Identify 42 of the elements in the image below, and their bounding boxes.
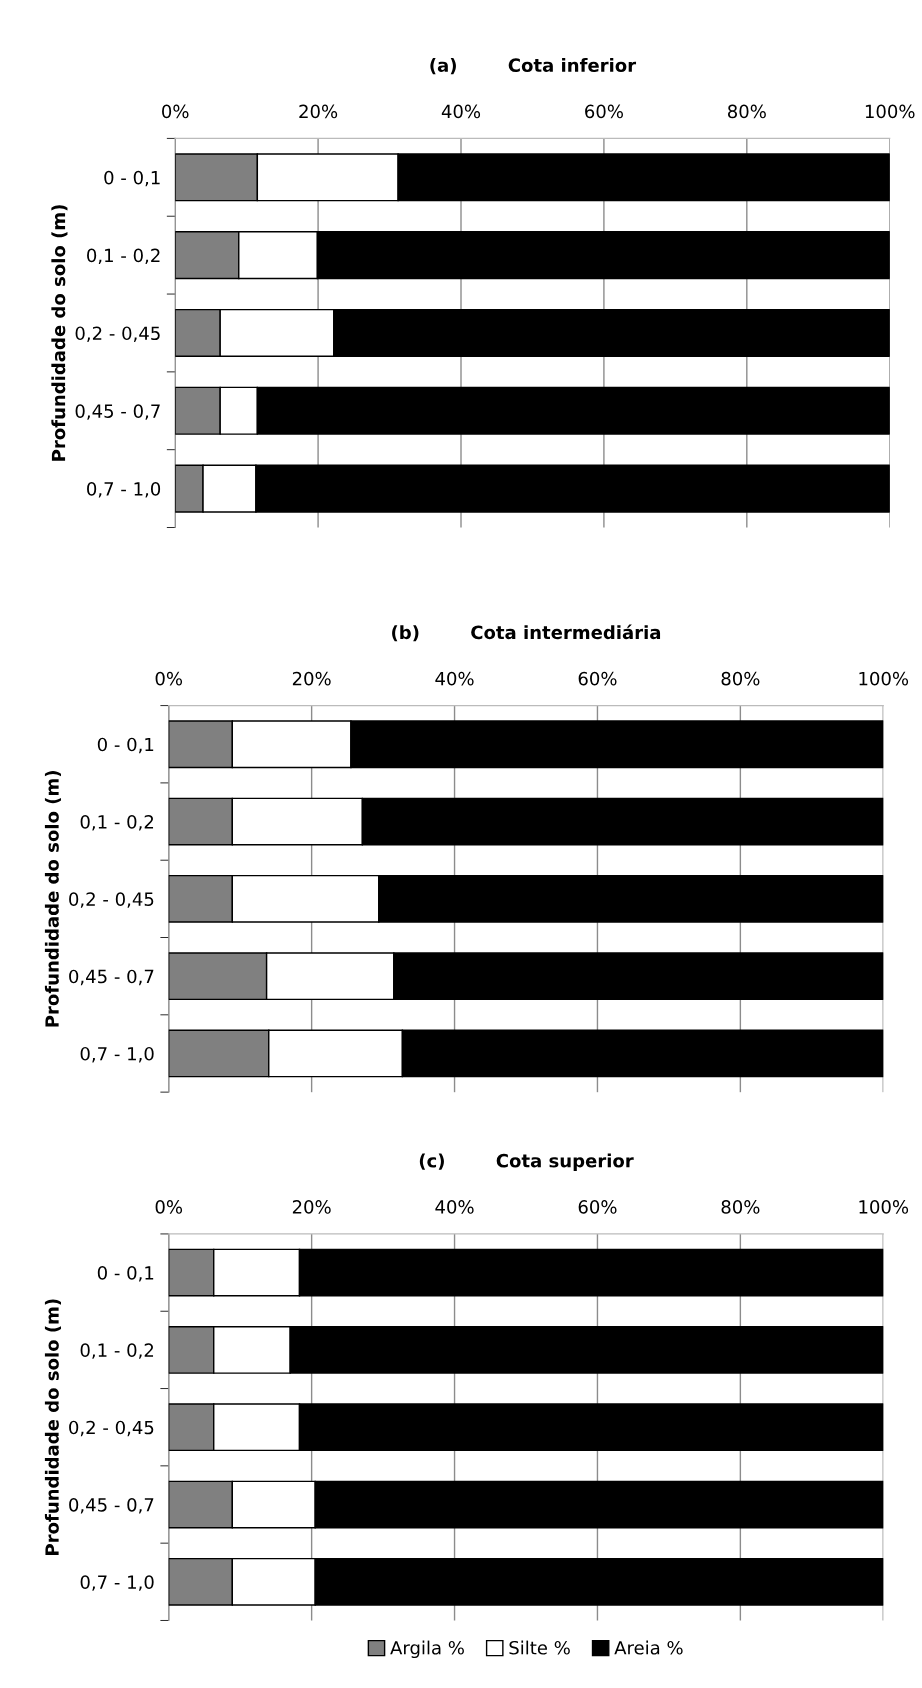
y-tick-label: 0,2 - 0,45 [75, 326, 160, 342]
y-tick-label: 0,45 - 0,7 [75, 404, 160, 420]
x-tick-label: 20% [292, 1200, 331, 1214]
y-tick-label: 0,45 - 0,7 [69, 969, 154, 986]
y-tick-label: 0 - 0,1 [97, 1266, 154, 1282]
x-tick-label: 40% [435, 1200, 474, 1214]
y-tick-label: 0,7 - 1,0 [87, 482, 161, 498]
x-tick-label: 20% [292, 671, 331, 686]
x-tick-label: 80% [727, 104, 766, 119]
x-tick-label: 60% [578, 1200, 617, 1214]
y-tick-label: 0,1 - 0,2 [80, 815, 154, 831]
y-tick-label: 0 - 0,1 [97, 737, 154, 754]
x-tick-label: 100% [859, 1200, 909, 1214]
x-tick-label: 20% [299, 104, 338, 119]
y-tick-label: 0,1 - 0,2 [87, 248, 160, 265]
y-tick-label: 0,45 - 0,7 [69, 1497, 154, 1514]
x-tick-label: 80% [721, 671, 760, 686]
chart-title: (a) Cota inferior [430, 58, 637, 75]
x-tick-label: 0% [155, 1200, 183, 1214]
x-tick-label: 80% [721, 1200, 760, 1214]
x-tick-label: 0% [162, 104, 189, 119]
x-tick-label: 40% [441, 104, 481, 119]
chart-title: (b) Cota intermediária [392, 624, 661, 642]
x-tick-label: 100% [865, 104, 915, 119]
y-tick-label: 0,7 - 1,0 [80, 1046, 154, 1063]
y-tick-label: 0,1 - 0,2 [80, 1343, 154, 1359]
y-tick-label: 0,2 - 0,45 [69, 892, 154, 908]
x-tick-label: 60% [578, 671, 617, 686]
chart-title: (c) Cota superior [419, 1153, 634, 1172]
y-axis-title: Profundidade do solo (m) [51, 205, 68, 461]
legend-label: Silte % [509, 1640, 570, 1655]
y-tick-label: 0,2 - 0,45 [69, 1420, 154, 1437]
y-tick-label: 0,7 - 1,0 [80, 1575, 154, 1591]
legend-label: Areia % [614, 1640, 683, 1655]
y-tick-label: 0 - 0,1 [104, 170, 160, 187]
x-tick-label: 60% [585, 104, 623, 119]
y-axis-title: Profundidade do solo (m) [44, 771, 61, 1027]
x-tick-label: 100% [859, 671, 909, 686]
x-tick-label: 0% [155, 671, 183, 686]
y-axis-title: Profundidade do solo (m) [44, 1299, 61, 1555]
legend-label: Argila % [390, 1640, 464, 1659]
x-tick-label: 40% [435, 671, 474, 686]
